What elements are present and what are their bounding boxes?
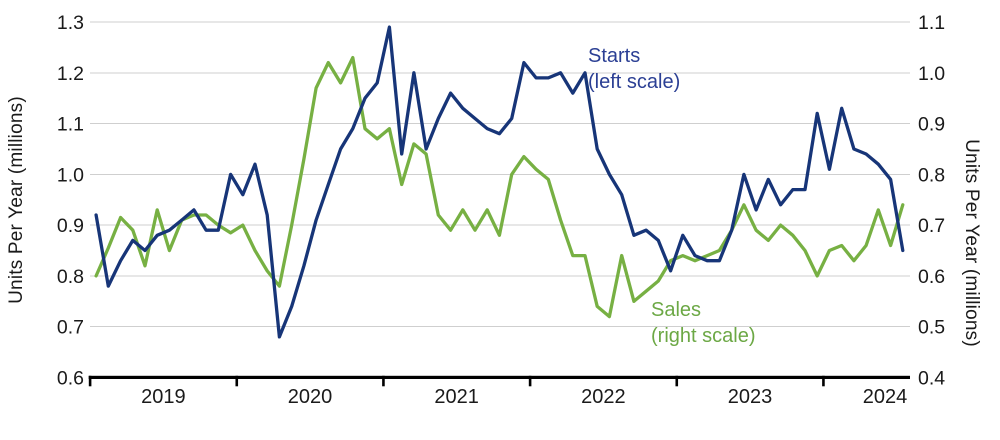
sales-series-label-line2: (right scale) bbox=[651, 325, 756, 347]
left-axis-tick-label: 0.6 bbox=[57, 368, 84, 390]
x-axis-line bbox=[88, 375, 910, 379]
right-axis-tick-label: 0.8 bbox=[918, 164, 945, 186]
left-axis-tick-label: 1.1 bbox=[57, 114, 84, 136]
x-axis-tick bbox=[675, 375, 679, 387]
right-axis-tick-label: 0.6 bbox=[918, 266, 945, 288]
left-axis-tick-label: 1.3 bbox=[57, 12, 84, 34]
starts-series-line bbox=[94, 25, 905, 339]
starts-series-label-line2: (left scale) bbox=[588, 71, 681, 93]
x-axis-tick bbox=[88, 375, 92, 387]
right-axis-tick-label: 0.5 bbox=[918, 317, 945, 339]
x-axis-tick bbox=[822, 375, 825, 387]
right-axis-tick-label: 0.7 bbox=[918, 215, 945, 237]
x-axis-year-label: 2020 bbox=[288, 386, 333, 408]
sales-series-label: Sales (right scale) bbox=[651, 297, 755, 349]
right-axis-tick-label: 0.4 bbox=[918, 368, 945, 390]
right-axis-tick-label: 1.1 bbox=[918, 12, 945, 34]
left-axis-title: Units Per Year (millions) bbox=[6, 96, 27, 304]
left-axis-tick-label: 1.2 bbox=[57, 63, 84, 85]
x-axis-year-label: 2019 bbox=[141, 386, 186, 408]
x-axis-year-label: 2023 bbox=[728, 386, 773, 408]
x-axis-year-label: 2024 bbox=[863, 386, 908, 408]
left-axis-tick-label: 0.8 bbox=[57, 266, 84, 288]
x-axis-tick bbox=[382, 375, 385, 387]
x-axis-tick bbox=[528, 375, 532, 387]
starts-series-label: Starts (left scale) bbox=[588, 43, 680, 95]
sales-series-line bbox=[94, 55, 905, 319]
x-axis-tick bbox=[235, 375, 239, 387]
right-axis-title: Units Per Year (millions) bbox=[961, 139, 982, 347]
right-axis-tick-label: 0.9 bbox=[918, 114, 945, 136]
x-axis-year-label: 2021 bbox=[434, 386, 479, 408]
starts-series-label-line1: Starts bbox=[588, 45, 641, 67]
x-axis-year-label: 2022 bbox=[581, 386, 626, 408]
right-axis-tick-label: 1.0 bbox=[918, 63, 945, 85]
left-axis-tick-label: 1.0 bbox=[57, 164, 84, 186]
left-axis-tick-label: 0.9 bbox=[57, 215, 84, 237]
sales-series-label-line1: Sales bbox=[651, 299, 702, 321]
left-axis-tick-label: 0.7 bbox=[57, 317, 84, 339]
